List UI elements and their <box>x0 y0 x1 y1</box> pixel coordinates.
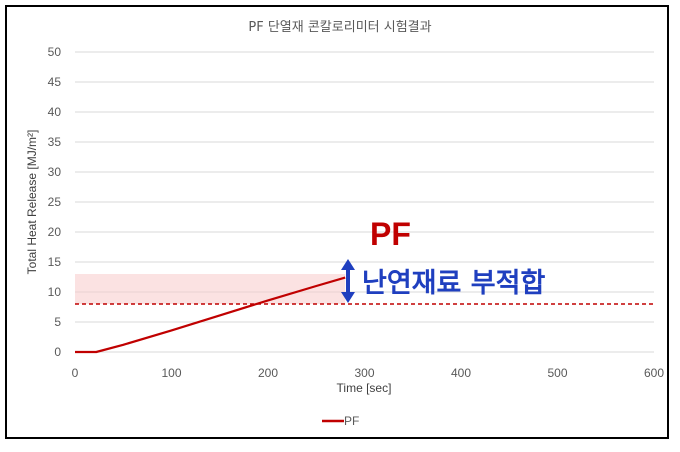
series-group <box>75 276 346 354</box>
x-tick-label: 600 <box>644 366 664 380</box>
annotation-pf: PF <box>370 216 411 252</box>
series-line-pf <box>75 276 346 354</box>
y-tick-labels: 0 5 10 15 20 25 30 35 40 45 50 <box>48 45 62 359</box>
double-arrow-icon <box>341 259 355 303</box>
x-tick-label: 200 <box>258 366 278 380</box>
y-tick-label: 10 <box>48 285 62 299</box>
y-tick-label: 30 <box>48 165 62 179</box>
y-tick-label: 40 <box>48 105 62 119</box>
y-tick-label: 0 <box>54 345 61 359</box>
y-axis-title: Total Heat Release [MJ/m²] <box>25 130 39 275</box>
y-tick-label: 45 <box>48 75 62 89</box>
x-tick-label: 400 <box>451 366 471 380</box>
y-tick-label: 20 <box>48 225 62 239</box>
chart-title: PF 단열재 콘칼로리미터 시험결과 <box>248 20 431 35</box>
x-tick-labels: 0 100 200 300 400 500 600 <box>72 366 665 380</box>
legend-label-pf: PF <box>344 414 359 428</box>
chart-frame <box>5 5 669 439</box>
y-tick-label: 25 <box>48 195 62 209</box>
y-tick-label: 5 <box>54 315 61 329</box>
x-tick-label: 500 <box>547 366 567 380</box>
y-tick-label: 50 <box>48 45 62 59</box>
y-tick-label: 15 <box>48 255 62 269</box>
y-tick-label: 35 <box>48 135 62 149</box>
shaded-band <box>75 274 346 304</box>
x-tick-label: 100 <box>161 366 181 380</box>
x-axis-title: Time [sec] <box>337 381 392 395</box>
annotation-not-compliant: 난연재료 부적합 <box>362 268 545 299</box>
x-tick-label: 300 <box>354 366 374 380</box>
x-tick-label: 0 <box>72 366 79 380</box>
